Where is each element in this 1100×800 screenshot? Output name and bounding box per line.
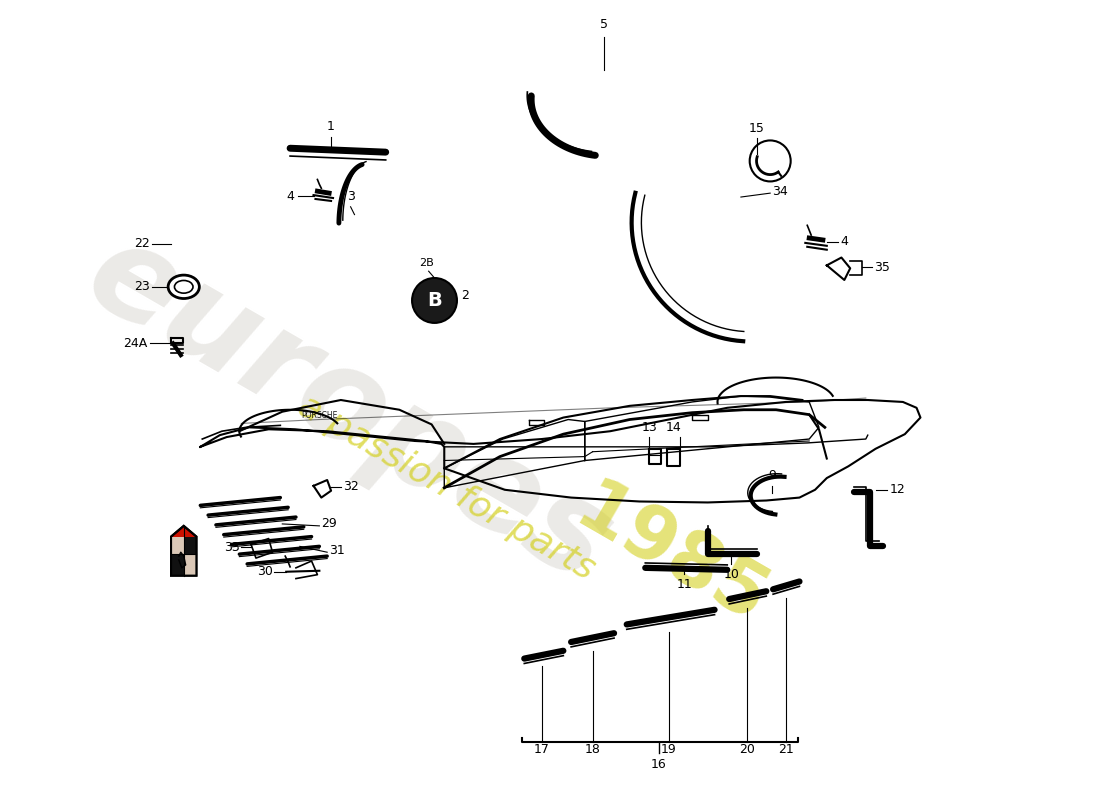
Text: 24A: 24A — [123, 337, 147, 350]
Text: 35: 35 — [873, 261, 890, 274]
Polygon shape — [170, 554, 184, 576]
Text: 3: 3 — [346, 190, 354, 203]
Ellipse shape — [168, 275, 199, 298]
Text: B: B — [427, 291, 442, 310]
Text: 2: 2 — [461, 289, 469, 302]
Text: 2B: 2B — [419, 258, 435, 268]
Text: 4: 4 — [840, 235, 848, 249]
Text: 21: 21 — [778, 743, 794, 757]
Text: 11: 11 — [676, 578, 692, 590]
Circle shape — [412, 278, 456, 323]
Polygon shape — [184, 554, 197, 576]
Text: PORSCHE: PORSCHE — [301, 410, 338, 419]
Text: 13: 13 — [641, 421, 657, 434]
Text: 16: 16 — [651, 758, 667, 771]
Text: 17: 17 — [534, 743, 550, 757]
Text: 31: 31 — [329, 544, 345, 557]
Text: 4: 4 — [286, 190, 294, 202]
Circle shape — [750, 141, 791, 182]
Polygon shape — [184, 537, 197, 554]
Text: 1985: 1985 — [562, 472, 779, 640]
Text: 9: 9 — [768, 469, 777, 482]
Polygon shape — [170, 537, 184, 554]
Text: europes: europes — [65, 210, 632, 610]
Text: 19: 19 — [661, 743, 676, 757]
Text: 15: 15 — [749, 122, 764, 134]
Text: 33: 33 — [223, 541, 240, 554]
Text: 18: 18 — [585, 743, 601, 757]
Text: 32: 32 — [343, 480, 359, 494]
Text: 29: 29 — [321, 518, 337, 530]
Text: 1: 1 — [327, 120, 336, 133]
Text: 10: 10 — [723, 568, 739, 581]
Polygon shape — [170, 526, 197, 576]
Text: 30: 30 — [256, 566, 273, 578]
Text: 20: 20 — [739, 743, 755, 757]
Text: 23: 23 — [134, 280, 150, 294]
Text: a passion for parts: a passion for parts — [292, 389, 601, 586]
Text: 22: 22 — [134, 238, 150, 250]
Text: 34: 34 — [772, 185, 788, 198]
Text: 12: 12 — [889, 483, 905, 496]
Text: 14: 14 — [666, 421, 682, 434]
Text: 5: 5 — [601, 18, 608, 31]
